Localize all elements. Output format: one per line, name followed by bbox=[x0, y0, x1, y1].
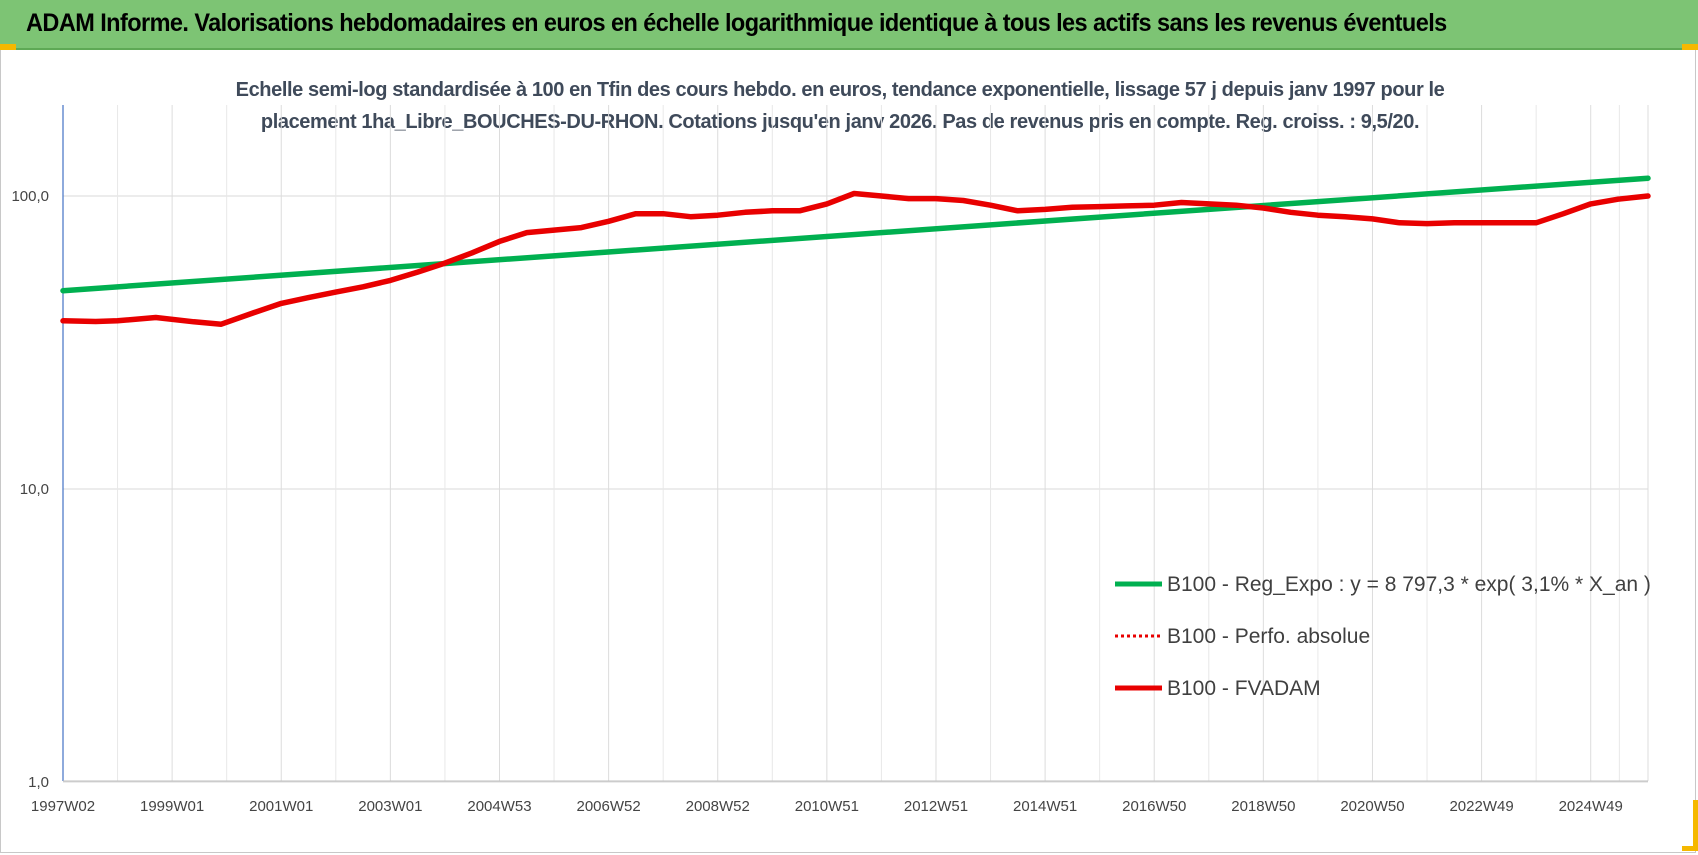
x-tick-label: 2003W01 bbox=[358, 798, 422, 815]
x-tick-label: 2018W50 bbox=[1231, 798, 1295, 815]
legend-label-2: B100 - FVADAM bbox=[1167, 677, 1321, 700]
x-tick-label: 2014W51 bbox=[1013, 798, 1077, 815]
y-tick-label: 100,0 bbox=[11, 188, 49, 205]
chart-title: Echelle semi-log standardisée à 100 en T… bbox=[140, 74, 1540, 138]
corner-marker-tr bbox=[1682, 44, 1698, 50]
x-tick-label: 2001W01 bbox=[249, 798, 313, 815]
corner-marker-br-bottom bbox=[1682, 846, 1698, 851]
header-banner: ADAM Informe. Valorisations hebdomadaire… bbox=[0, 0, 1698, 50]
legend-layer: B100 - Reg_Expo : y = 8 797,3 * exp( 3,1… bbox=[1115, 573, 1651, 700]
x-tick-label: 1997W02 bbox=[31, 798, 95, 815]
x-tick-label: 2024W49 bbox=[1559, 798, 1623, 815]
grid-layer bbox=[62, 105, 1649, 783]
x-tick-label: 2006W52 bbox=[577, 798, 641, 815]
corner-marker-br bbox=[1693, 800, 1698, 850]
legend-label-0: B100 - Reg_Expo : y = 8 797,3 * exp( 3,1… bbox=[1167, 573, 1651, 596]
y-tick-label: 10,0 bbox=[20, 481, 49, 498]
series-line-0 bbox=[60, 175, 1651, 294]
chart-title-line-2: placement 1ha_Libre_BOUCHES-DU-RHON. Cot… bbox=[260, 111, 1420, 133]
banner-title: ADAM Informe. Valorisations hebdomadaire… bbox=[26, 9, 1447, 37]
chart-title-line-1: Echelle semi-log standardisée à 100 en T… bbox=[235, 79, 1445, 101]
x-tick-label: 2008W52 bbox=[686, 798, 750, 815]
x-tick-label: 2004W53 bbox=[467, 798, 531, 815]
x-tick-label: 1999W01 bbox=[140, 798, 204, 815]
x-tick-label: 2010W51 bbox=[795, 798, 859, 815]
x-tick-label: 2016W50 bbox=[1122, 798, 1186, 815]
x-tick-label: 2022W49 bbox=[1449, 798, 1513, 815]
series-layer bbox=[60, 175, 1651, 327]
axes-layer: 100,0 10,0 1,0 1997W02 1999W01 2001W01 2003W01… bbox=[11, 105, 1648, 815]
corner-marker-tl bbox=[0, 44, 16, 50]
x-tick-label: 2020W50 bbox=[1340, 798, 1404, 815]
y-tick-label: 1,0 bbox=[28, 774, 49, 791]
series-line-2 bbox=[60, 190, 1651, 327]
legend-label-1: B100 - Perfo. absolue bbox=[1167, 625, 1370, 648]
x-tick-label: 2012W51 bbox=[904, 798, 968, 815]
